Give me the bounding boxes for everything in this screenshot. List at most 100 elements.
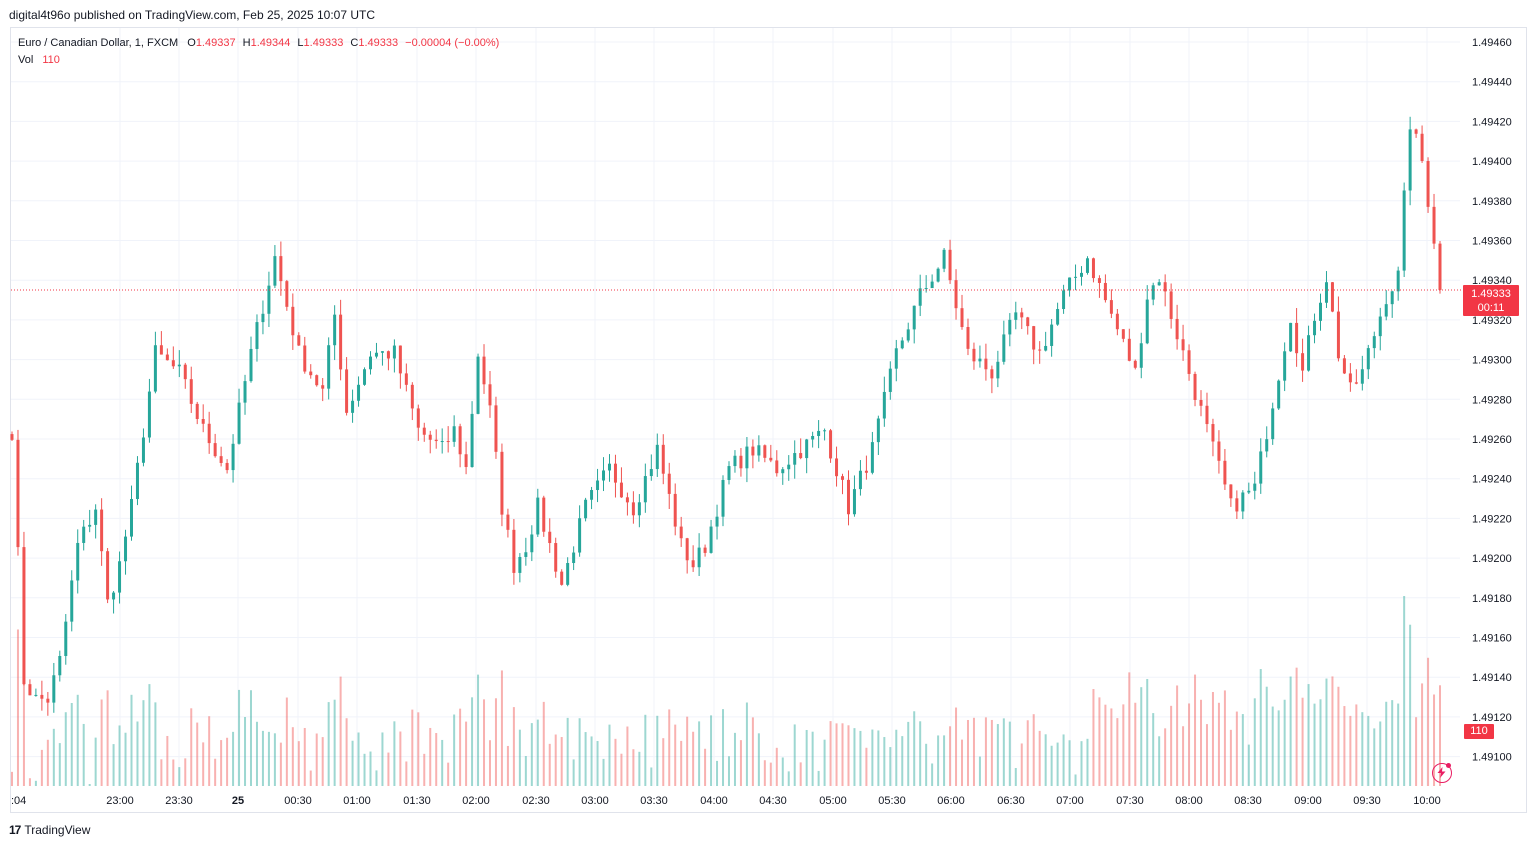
candle-body bbox=[118, 561, 122, 593]
volume-bar bbox=[1104, 704, 1107, 786]
volume-bar bbox=[1253, 698, 1256, 786]
volume-bar bbox=[345, 718, 348, 786]
volume-bar bbox=[16, 629, 19, 786]
volume-bar bbox=[548, 743, 551, 786]
volume-bar bbox=[961, 739, 964, 786]
volume-bar bbox=[244, 717, 247, 786]
candle-body bbox=[392, 345, 396, 359]
y-tick-label: 1.49160 bbox=[1472, 633, 1512, 645]
candle-body bbox=[846, 479, 850, 515]
volume-bar bbox=[1343, 706, 1346, 786]
candle-body bbox=[273, 256, 277, 286]
candle-body bbox=[1229, 484, 1233, 499]
candle-body bbox=[106, 551, 110, 600]
volume-label[interactable]: Vol bbox=[18, 54, 34, 66]
last-price-value: 1.49333 bbox=[1471, 288, 1511, 300]
candle-body bbox=[1372, 336, 1376, 349]
candle-body bbox=[554, 543, 558, 572]
volume-bar bbox=[500, 670, 503, 786]
volume-bar bbox=[1385, 701, 1388, 786]
candle-body bbox=[560, 571, 564, 585]
candle-body bbox=[58, 655, 62, 676]
volume-bar bbox=[154, 702, 157, 786]
volume-bar bbox=[966, 719, 969, 786]
symbol-title[interactable]: Euro / Canadian Dollar, 1, FXCM bbox=[18, 37, 179, 49]
candle-body bbox=[1384, 304, 1388, 317]
candle-body bbox=[446, 441, 450, 443]
volume-bar bbox=[757, 733, 760, 786]
chart-frame[interactable] bbox=[10, 27, 1527, 813]
candle-body bbox=[488, 384, 492, 406]
candle-body bbox=[1115, 313, 1119, 330]
x-tick-label: 02:00 bbox=[462, 795, 490, 807]
volume-bar bbox=[1122, 704, 1125, 786]
y-tick-label: 1.49400 bbox=[1472, 156, 1512, 168]
y-tick-label: 1.49420 bbox=[1472, 116, 1512, 128]
volume-bar bbox=[220, 740, 223, 786]
x-tick-label: 08:00 bbox=[1175, 795, 1203, 807]
candle-body bbox=[793, 453, 797, 465]
volume-bar bbox=[124, 732, 127, 786]
volume-bar bbox=[853, 728, 856, 786]
volume-bar bbox=[160, 759, 163, 786]
volume-bar bbox=[255, 721, 258, 786]
volume-bar bbox=[614, 738, 617, 786]
volume-bar bbox=[680, 740, 683, 786]
volume-bar bbox=[972, 717, 975, 786]
candle-body bbox=[1109, 300, 1113, 314]
volume-bar bbox=[363, 753, 366, 786]
candle-body bbox=[1038, 349, 1042, 351]
volume-bar bbox=[40, 749, 43, 786]
candle-body bbox=[1330, 282, 1334, 312]
volume-bar bbox=[1337, 686, 1340, 786]
candle-body bbox=[1097, 278, 1101, 283]
volume-bar bbox=[1433, 694, 1436, 786]
candle-body bbox=[1068, 277, 1072, 291]
volume-bar bbox=[453, 714, 456, 786]
low-value: 1.49333 bbox=[303, 37, 344, 49]
candle-body bbox=[1420, 133, 1424, 161]
candle-body bbox=[422, 427, 426, 435]
candle-body bbox=[685, 538, 689, 561]
volume-bar bbox=[716, 760, 719, 786]
lightning-bolt-icon[interactable] bbox=[1432, 763, 1452, 783]
volume-bar bbox=[590, 736, 593, 786]
candle-body bbox=[195, 403, 199, 420]
candle-body bbox=[1193, 373, 1197, 400]
volume-bar bbox=[805, 729, 808, 786]
candle-body bbox=[1187, 350, 1191, 374]
x-tick-label: 09:30 bbox=[1353, 795, 1381, 807]
volume-bar bbox=[560, 737, 563, 786]
y-tick-label: 1.49100 bbox=[1472, 752, 1512, 764]
candle-body bbox=[428, 434, 432, 440]
candle-body bbox=[22, 547, 26, 685]
x-tick-label: 09:00 bbox=[1294, 795, 1322, 807]
volume-bar bbox=[273, 733, 276, 786]
volume-bar bbox=[686, 716, 689, 786]
volume-bar bbox=[1367, 715, 1370, 786]
candle-body bbox=[267, 285, 271, 314]
candle-body bbox=[835, 458, 839, 477]
volume-bar bbox=[1289, 676, 1292, 786]
x-tick-label: 04:00 bbox=[700, 795, 728, 807]
candle-body bbox=[476, 356, 480, 414]
candle-body bbox=[960, 308, 964, 328]
notification-dot bbox=[1446, 763, 1451, 768]
open-label: O bbox=[187, 37, 196, 49]
volume-bar bbox=[955, 707, 958, 786]
x-tick-label: 05:30 bbox=[878, 795, 906, 807]
volume-bar bbox=[978, 756, 981, 786]
volume-bar bbox=[1134, 702, 1137, 786]
candle-body bbox=[930, 281, 934, 289]
candle-body bbox=[649, 469, 653, 477]
tradingview-watermark[interactable]: 17 TradingView bbox=[9, 823, 90, 837]
volume-bar bbox=[214, 758, 217, 786]
volume-bar bbox=[1080, 741, 1083, 786]
volume-bar bbox=[1044, 734, 1047, 786]
volume-bar bbox=[387, 752, 390, 786]
volume-bar bbox=[1229, 729, 1232, 786]
candle-body bbox=[1235, 498, 1239, 512]
volume-bar bbox=[1140, 687, 1143, 786]
volume-bar bbox=[662, 738, 665, 786]
